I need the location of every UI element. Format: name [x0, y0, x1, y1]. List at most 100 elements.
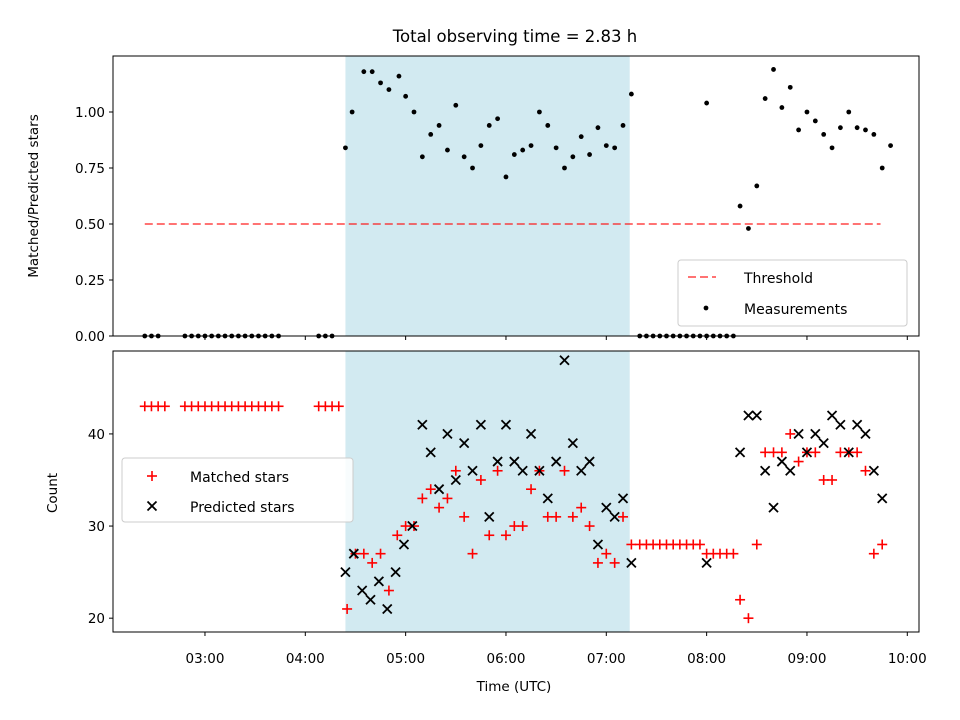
x-tick-label: 05:00 — [386, 651, 425, 667]
marker-stroke — [743, 410, 754, 421]
marker-stroke — [768, 502, 779, 513]
marker-stroke — [760, 465, 771, 476]
marker-stroke — [701, 557, 712, 569]
predicted-star-point — [877, 493, 888, 504]
predicted-star-point — [459, 437, 470, 449]
measurement-point — [779, 105, 785, 110]
predicted-star-point — [417, 419, 428, 430]
marker-stroke — [826, 410, 838, 421]
matched-star-point — [860, 465, 871, 476]
matched-star-point — [342, 603, 353, 614]
x-tick-label: 08:00 — [687, 651, 726, 667]
predicted-star-point — [701, 557, 712, 569]
measurement-point — [804, 109, 810, 115]
marker-stroke — [534, 465, 545, 476]
measurement-point — [486, 123, 492, 128]
matched-star-point — [785, 428, 796, 439]
predicted-star-point — [584, 456, 595, 467]
predicted-star-point — [734, 447, 746, 458]
measurement-point — [343, 145, 348, 151]
matched-star-point — [400, 521, 411, 532]
predicted-star-point — [407, 520, 418, 532]
marker-stroke — [776, 456, 788, 467]
legend-matched-swatch — [147, 471, 157, 481]
predicted-star-point — [373, 576, 385, 587]
predicted-star-point — [517, 465, 528, 476]
marker-stroke — [851, 419, 863, 430]
marker-stroke — [860, 428, 871, 440]
predicted-star-point — [475, 419, 487, 430]
matched-star-point — [425, 484, 436, 495]
marker-stroke — [467, 465, 478, 476]
top-y-tick-label: 0.50 — [75, 217, 105, 233]
matched-star-point — [818, 474, 829, 485]
measurement-point — [478, 143, 484, 149]
predicted-star-point — [793, 428, 804, 440]
matched-star-point — [434, 502, 445, 513]
predicted-star-point — [601, 502, 612, 513]
matched-star-point — [159, 401, 170, 412]
top-chart-title: Total observing time = 2.83 h — [392, 27, 637, 46]
predicted-star-point — [525, 428, 537, 440]
measurement-point — [570, 154, 576, 160]
measurement-point — [511, 152, 517, 157]
measurement-point — [361, 69, 367, 75]
matched-star-point — [509, 521, 520, 532]
measurement-point — [762, 96, 768, 101]
marker-stroke — [877, 493, 888, 504]
measurement-point — [461, 154, 467, 160]
marker-stroke — [785, 465, 796, 476]
legend-measurements-swatch — [703, 305, 709, 311]
predicted-star-point — [340, 566, 351, 578]
measurement-point — [411, 109, 417, 115]
top-y-tick-label: 0.25 — [75, 273, 105, 289]
legend-predicted-label: Predicted stars — [190, 500, 295, 516]
marker-stroke — [509, 456, 520, 467]
predicted-star-point — [390, 566, 401, 578]
measurement-point — [537, 109, 542, 115]
measurement-point — [821, 132, 827, 137]
matched-star-point — [383, 585, 394, 596]
measurement-point — [737, 203, 743, 209]
matched-star-point — [492, 465, 503, 476]
measurement-point — [436, 123, 442, 128]
predicted-star-point — [760, 465, 771, 476]
legend-matched-label: Matched stars — [190, 470, 289, 486]
bottom-shaded-region — [345, 351, 630, 632]
measurement-point — [545, 123, 551, 128]
matched-star-point — [852, 447, 863, 458]
matched-star-point — [592, 557, 603, 568]
matched-star-point — [827, 474, 838, 485]
measurement-point — [495, 116, 501, 122]
predicted-star-point — [626, 557, 637, 569]
marker-stroke — [525, 428, 537, 440]
matched-star-point — [375, 548, 386, 559]
marker-stroke — [751, 410, 762, 421]
marker-stroke — [843, 447, 854, 458]
marker-stroke — [609, 511, 620, 522]
predicted-star-point — [559, 355, 570, 366]
predicted-star-point — [550, 456, 562, 467]
matched-star-point — [417, 493, 428, 504]
matched-star-point — [584, 521, 595, 532]
marker-stroke — [459, 437, 470, 449]
marker-stroke — [365, 594, 376, 605]
predicted-star-point — [500, 419, 512, 430]
bottom-legend: Matched stars Predicted stars — [121, 457, 354, 523]
matched-star-point — [835, 447, 846, 458]
predicted-star-point — [768, 502, 779, 513]
matched-star-point — [392, 530, 403, 541]
bottom-y-tick-label: 20 — [88, 611, 105, 627]
measurement-point — [369, 69, 375, 75]
top-legend: Threshold Measurements — [677, 259, 908, 327]
marker-stroke — [407, 520, 418, 532]
predicted-star-point — [509, 456, 520, 467]
marker-stroke — [542, 493, 553, 504]
matched-star-point — [567, 511, 578, 522]
top-y-tick-label: 0.75 — [75, 161, 105, 177]
x-axis-label: Time (UTC) — [476, 679, 552, 695]
marker-stroke — [601, 502, 612, 513]
bottom-y-tick-label: 30 — [88, 519, 105, 535]
marker-stroke — [500, 419, 512, 430]
